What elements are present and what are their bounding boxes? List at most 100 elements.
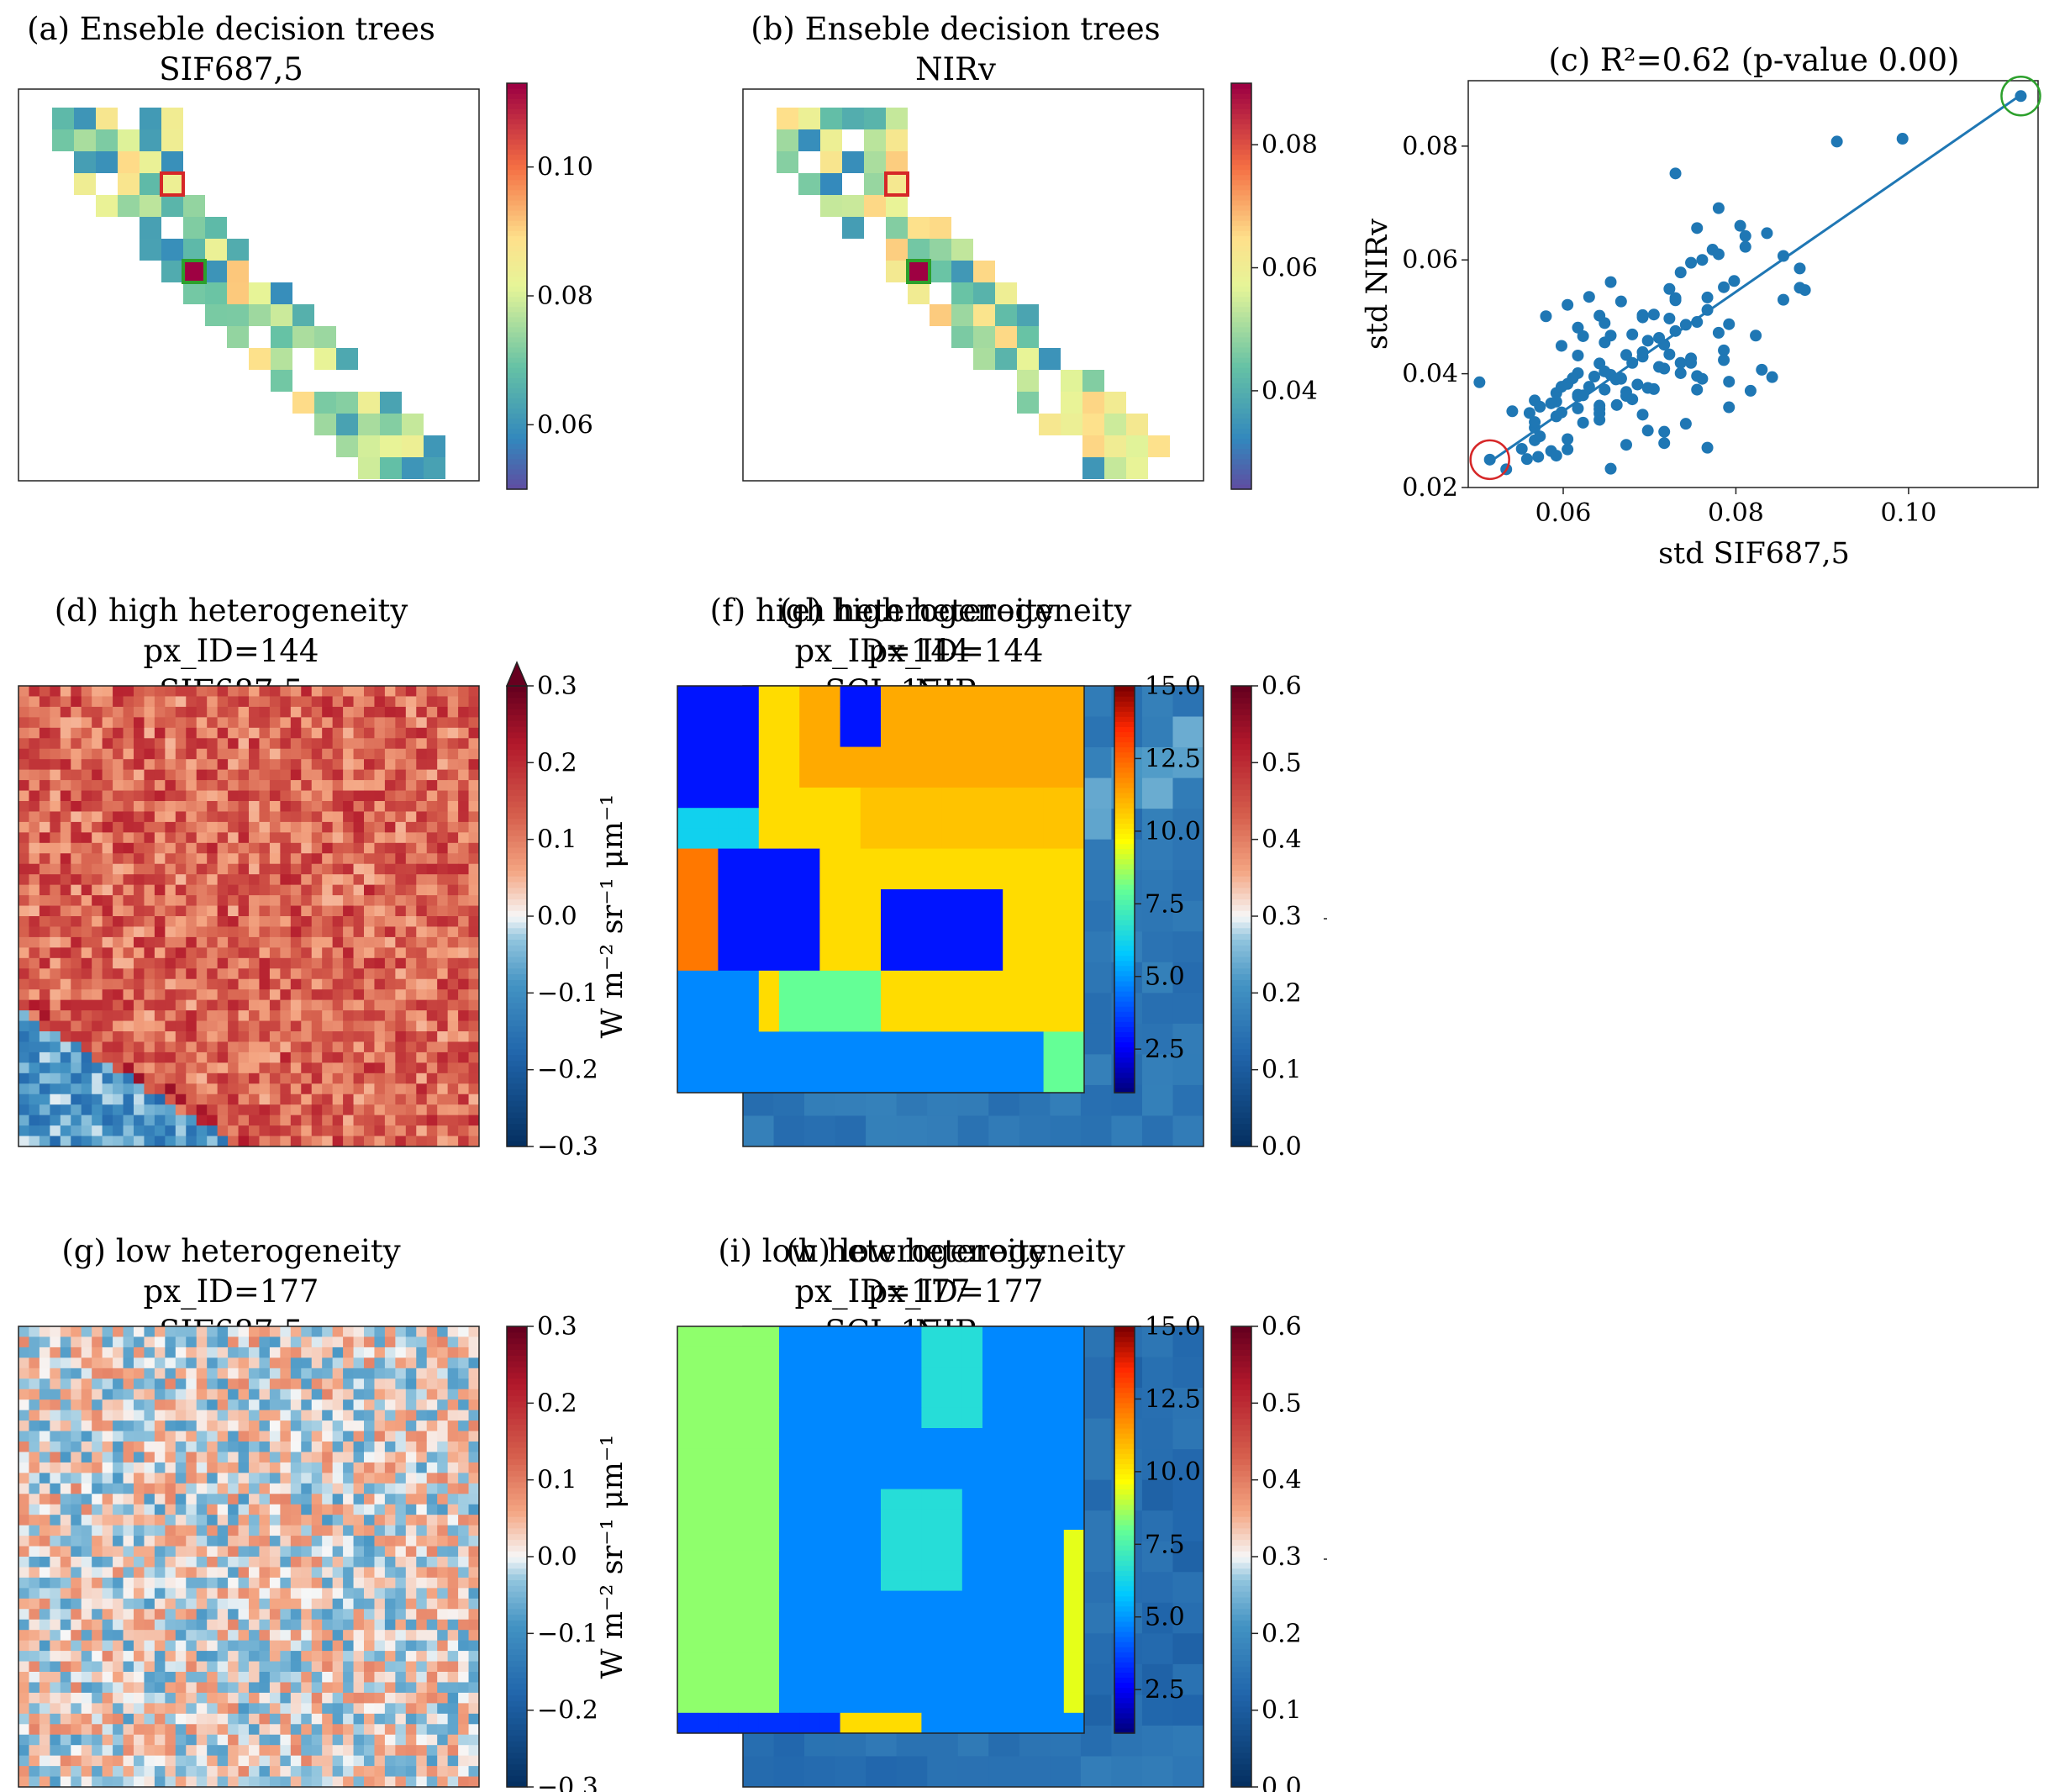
- field-cell: [92, 1115, 103, 1126]
- class-cell: [1023, 686, 1044, 707]
- field-cell: [343, 1073, 354, 1084]
- field-cell: [207, 1619, 219, 1631]
- field-cell: [259, 1420, 271, 1431]
- field-cell: [458, 936, 469, 948]
- field-cell: [343, 905, 354, 917]
- field-cell: [384, 1062, 396, 1074]
- field-cell: [60, 1557, 71, 1568]
- field-cell: [50, 947, 61, 959]
- field-cell: [353, 853, 365, 865]
- class-cell: [840, 828, 861, 849]
- class-cell: [881, 746, 902, 768]
- field-cell: [134, 1094, 145, 1105]
- map-cell: [820, 195, 842, 217]
- field-cell: [249, 1410, 260, 1421]
- colorbar-cell: [507, 876, 527, 883]
- class-cell: [819, 930, 840, 951]
- field-cell: [301, 916, 313, 927]
- field-cell: [175, 1515, 187, 1526]
- field-cell: [290, 1504, 302, 1515]
- field-cell: [29, 1357, 40, 1369]
- field-cell: [280, 1051, 292, 1063]
- field-cell: [144, 1473, 155, 1484]
- scatter-point: [1761, 227, 1773, 240]
- field-cell: [186, 1326, 198, 1337]
- field-cell: [81, 1031, 92, 1042]
- field-cell: [165, 1598, 176, 1610]
- field-cell: [92, 1630, 103, 1642]
- map-cell: [271, 304, 292, 326]
- field-cell: [405, 1389, 417, 1400]
- field-cell: [311, 905, 323, 917]
- field-cell: [50, 999, 61, 1011]
- colorbar-cell: [1231, 973, 1251, 980]
- field-cell: [228, 1368, 239, 1379]
- field-cell: [71, 1504, 82, 1515]
- class-cell: [881, 970, 902, 992]
- field-cell: [416, 1442, 428, 1452]
- colorbar-cell: [1231, 83, 1251, 89]
- class-cell: [1043, 1072, 1065, 1094]
- field-cell: [384, 1104, 396, 1116]
- field-cell: [81, 1020, 92, 1032]
- field-cell: [102, 1588, 113, 1600]
- field-cell: [322, 1378, 334, 1390]
- field-cell: [50, 1389, 61, 1400]
- field-cell: [249, 926, 260, 938]
- colorbar-cell: [507, 1060, 527, 1067]
- field-cell: [123, 1536, 134, 1547]
- field-cell: [311, 1031, 323, 1042]
- field-cell: [39, 1452, 50, 1463]
- field-cell: [364, 1347, 375, 1358]
- field-cell: [447, 1536, 459, 1547]
- field-cell: [468, 1703, 480, 1715]
- colorbar-cell: [507, 979, 527, 986]
- field-cell: [71, 821, 82, 833]
- field-cell: [259, 1609, 271, 1621]
- colorbar-cell: [1231, 311, 1251, 318]
- field-cell: [458, 1494, 469, 1505]
- field-cell: [269, 1347, 281, 1358]
- field-cell: [405, 686, 417, 697]
- scatter-point: [1718, 344, 1730, 356]
- scatter-point: [1599, 365, 1611, 377]
- field-cell: [384, 748, 396, 760]
- field-cell: [50, 926, 61, 938]
- field-cell: [405, 706, 417, 718]
- field-cell: [60, 1073, 71, 1084]
- field-cell: [1141, 1084, 1173, 1116]
- field-cell: [186, 863, 198, 875]
- field-cell: [175, 853, 187, 865]
- class-cell: [677, 1072, 698, 1094]
- colorbar-cell: [507, 134, 527, 140]
- field-cell: [228, 1410, 239, 1421]
- class-cell: [1043, 788, 1065, 809]
- field-cell: [144, 1347, 155, 1358]
- field-cell: [238, 706, 250, 718]
- field-cell: [18, 1672, 29, 1683]
- field-cell: [311, 1630, 323, 1642]
- field-cell: [395, 1494, 407, 1505]
- field-cell: [374, 1651, 386, 1662]
- colorbar-cell: [1231, 372, 1251, 378]
- field-cell: [113, 874, 124, 886]
- field-cell: [280, 999, 292, 1011]
- field-cell: [228, 1051, 239, 1063]
- field-cell: [384, 832, 396, 844]
- field-cell: [71, 1567, 82, 1579]
- field-cell: [228, 790, 239, 802]
- field-cell: [50, 1452, 61, 1463]
- field-cell: [311, 1672, 323, 1683]
- field-cell: [269, 874, 281, 886]
- field-cell: [426, 1672, 438, 1683]
- field-cell: [322, 1609, 334, 1621]
- class-cell: [921, 767, 942, 788]
- field-cell: [332, 1326, 344, 1337]
- field-cell: [364, 1083, 375, 1095]
- colorbar-cell: [1114, 935, 1135, 941]
- field-cell: [134, 1609, 145, 1621]
- field-cell: [447, 1546, 459, 1557]
- field-cell: [113, 1598, 124, 1610]
- field-cell: [447, 1020, 459, 1032]
- class-cell: [698, 706, 719, 727]
